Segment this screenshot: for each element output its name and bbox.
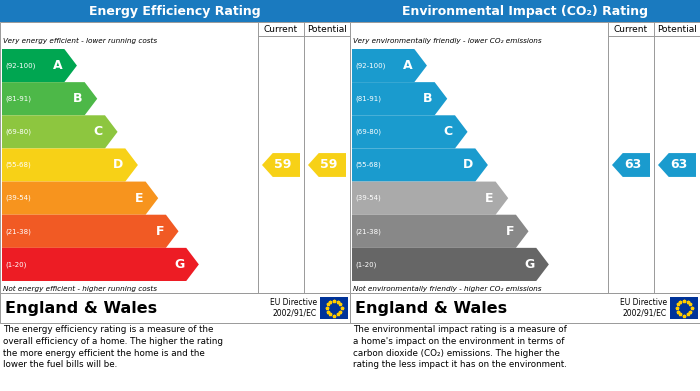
Text: D: D [113,158,123,172]
Text: E: E [485,192,494,204]
Text: EU Directive
2002/91/EC: EU Directive 2002/91/EC [620,298,667,318]
Text: D: D [463,158,473,172]
Text: England & Wales: England & Wales [5,301,157,316]
Polygon shape [2,49,77,82]
Text: B: B [424,92,433,105]
Text: G: G [524,258,534,271]
Text: Current: Current [614,25,648,34]
Text: (92-100): (92-100) [5,62,36,69]
Text: (69-80): (69-80) [5,129,31,135]
Text: The environmental impact rating is a measure of
a home's impact on the environme: The environmental impact rating is a mea… [353,325,567,369]
Text: 63: 63 [671,158,688,172]
Polygon shape [2,115,118,149]
Text: Energy Efficiency Rating: Energy Efficiency Rating [89,5,261,18]
Polygon shape [2,215,178,248]
Bar [350,0,700,22]
Text: 59: 59 [321,158,338,172]
Text: 59: 59 [274,158,292,172]
Text: England & Wales: England & Wales [355,301,507,316]
Bar [350,293,700,323]
Polygon shape [352,49,427,82]
Text: E: E [135,192,143,204]
Text: (1-20): (1-20) [355,261,377,268]
Text: Very environmentally friendly - lower CO₂ emissions: Very environmentally friendly - lower CO… [353,38,542,44]
Text: (81-91): (81-91) [5,95,31,102]
Polygon shape [352,215,528,248]
Bar [670,297,698,319]
Polygon shape [2,82,97,115]
Polygon shape [2,181,158,215]
Bar [0,0,350,22]
Text: (39-54): (39-54) [355,195,381,201]
Text: Potential: Potential [307,25,347,34]
Text: Environmental Impact (CO₂) Rating: Environmental Impact (CO₂) Rating [402,5,648,18]
Text: (1-20): (1-20) [5,261,27,268]
Polygon shape [352,82,447,115]
Polygon shape [2,149,138,181]
Polygon shape [2,248,199,281]
Text: C: C [444,126,453,138]
Polygon shape [658,153,696,177]
Polygon shape [352,115,468,149]
Text: Potential: Potential [657,25,697,34]
Text: Not energy efficient - higher running costs: Not energy efficient - higher running co… [3,286,157,292]
Text: The energy efficiency rating is a measure of the
overall efficiency of a home. T: The energy efficiency rating is a measur… [3,325,223,369]
Text: C: C [94,126,103,138]
Bar [0,22,350,293]
Polygon shape [352,248,549,281]
Polygon shape [308,153,346,177]
Text: Very energy efficient - lower running costs: Very energy efficient - lower running co… [3,38,157,44]
Text: F: F [155,225,164,238]
Text: (69-80): (69-80) [355,129,381,135]
Text: B: B [74,92,83,105]
Text: (92-100): (92-100) [355,62,386,69]
Text: (81-91): (81-91) [355,95,381,102]
Text: G: G [174,258,184,271]
Text: (21-38): (21-38) [5,228,31,235]
Polygon shape [352,181,508,215]
Polygon shape [612,153,650,177]
Bar [0,293,350,323]
Bar [320,297,348,319]
Polygon shape [262,153,300,177]
Text: A: A [52,59,62,72]
Text: (21-38): (21-38) [355,228,381,235]
Text: F: F [505,225,514,238]
Text: A: A [402,59,412,72]
Text: 63: 63 [624,158,642,172]
Text: EU Directive
2002/91/EC: EU Directive 2002/91/EC [270,298,317,318]
Text: Current: Current [264,25,298,34]
Text: (39-54): (39-54) [5,195,31,201]
Text: Not environmentally friendly - higher CO₂ emissions: Not environmentally friendly - higher CO… [353,286,542,292]
Text: (55-68): (55-68) [355,162,381,168]
Bar [350,22,700,293]
Text: (55-68): (55-68) [5,162,31,168]
Polygon shape [352,149,488,181]
